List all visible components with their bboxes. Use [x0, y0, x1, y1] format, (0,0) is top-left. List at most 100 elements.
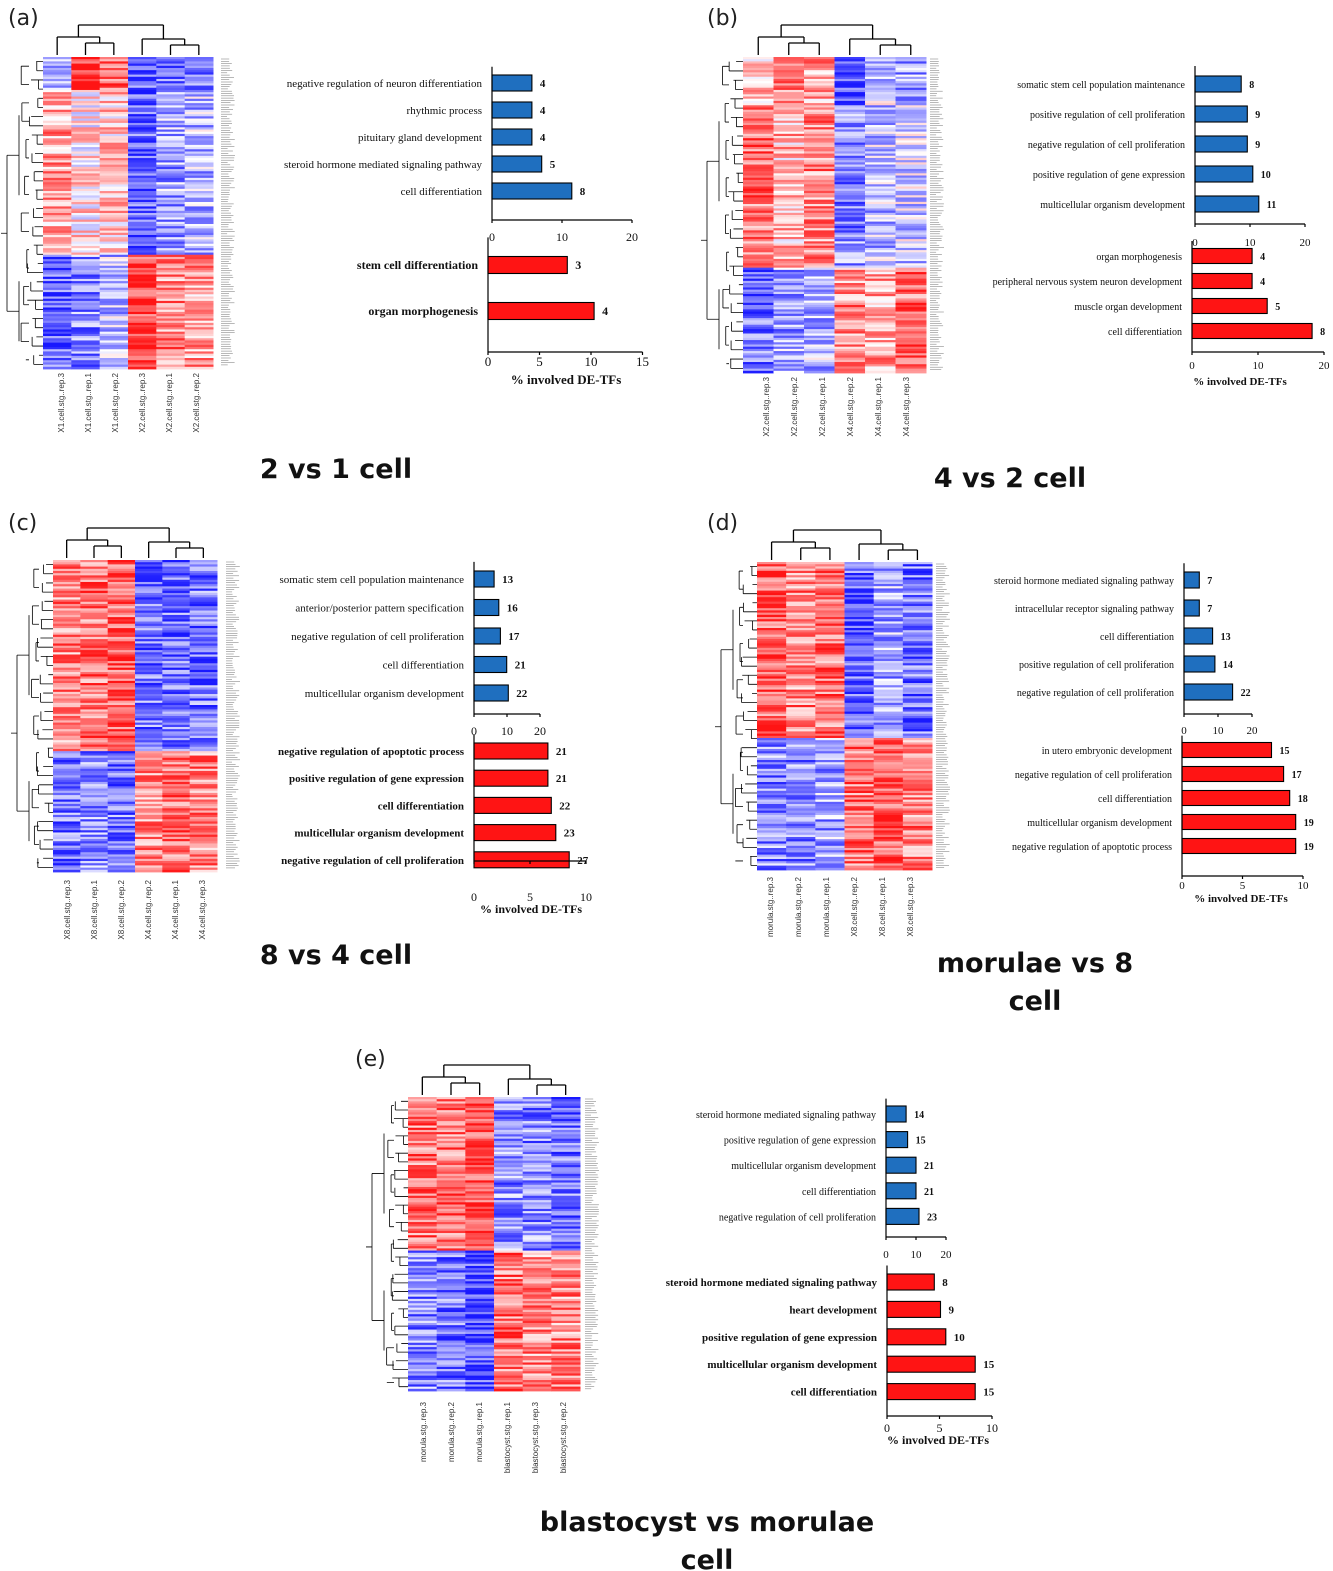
- heatmap-cell: [902, 643, 933, 646]
- heatmap-cell: [815, 815, 845, 818]
- heatmap-cell: [107, 689, 136, 693]
- heatmap-cell: [135, 744, 163, 748]
- heatmap-cell: [43, 72, 72, 75]
- heatmap-cell: [135, 678, 163, 682]
- heatmap-cell: [902, 588, 933, 591]
- heatmap-cell: [873, 845, 904, 849]
- heatmap-cell: [865, 78, 896, 82]
- heatmap-cell: [844, 678, 875, 682]
- heatmap-cell: [743, 239, 774, 242]
- red-value-label: 8: [1320, 327, 1325, 338]
- heatmap-cell: [99, 215, 129, 218]
- heatmap-cell: [834, 283, 866, 286]
- heatmap-cell: [873, 590, 904, 594]
- heatmap-cell: [71, 206, 101, 210]
- heatmap-cell: [743, 344, 774, 348]
- heatmap-cell: [804, 133, 835, 137]
- heatmap-cell: [902, 738, 933, 741]
- heatmap-cell: [135, 731, 163, 734]
- heatmap-cell: [522, 1156, 552, 1159]
- heatmap-cell: [743, 261, 774, 264]
- heatmap-cell: [804, 357, 835, 361]
- heatmap-cell: [865, 188, 896, 192]
- heatmap-cell: [757, 691, 787, 695]
- heatmap-cell: [804, 168, 835, 172]
- heatmap-cell: [551, 1110, 581, 1113]
- heatmap: [757, 562, 933, 871]
- heatmap-cell: [99, 336, 129, 339]
- heatmap-cell: [43, 180, 72, 183]
- heatmap-cell: [408, 1281, 438, 1284]
- heatmap-cell: [494, 1175, 524, 1179]
- heatmap-cell: [786, 689, 816, 693]
- heatmap-cell: [815, 753, 845, 756]
- heatmap-cell: [873, 797, 904, 800]
- heatmap-cell: [408, 1270, 438, 1273]
- heatmap-cell: [99, 303, 129, 306]
- heatmap-cell: [494, 1386, 524, 1390]
- red-category-label: cell differentiation: [1098, 794, 1172, 805]
- heatmap-cell: [522, 1189, 552, 1192]
- heatmap-cell: [162, 869, 191, 873]
- heatmap-cell: [773, 190, 805, 194]
- heatmap-column-label: X4.cell.stg..rep.2: [846, 376, 855, 436]
- heatmap-cell: [184, 136, 214, 139]
- heatmap-cell: [184, 78, 214, 82]
- heatmap-cell: [865, 146, 896, 150]
- heatmap-cell: [135, 625, 163, 629]
- heatmap-column-label: X1.cell.stg..rep.2: [111, 372, 120, 432]
- heatmap-cell: [494, 1213, 524, 1216]
- heatmap-cell: [815, 608, 845, 611]
- heatmap-cell: [80, 625, 109, 629]
- heatmap-cell: [865, 324, 896, 328]
- heatmap-cell: [773, 89, 805, 93]
- heatmap-cell: [773, 243, 805, 247]
- heatmap-cell: [128, 281, 157, 284]
- heatmap-cell: [99, 111, 129, 115]
- heatmap-cell: [844, 570, 875, 574]
- heatmap-cell: [184, 307, 214, 311]
- heatmap-cell: [834, 326, 866, 330]
- heatmap-cell: [804, 78, 835, 82]
- heatmap-cell: [757, 867, 787, 871]
- heatmap-cell: [873, 630, 904, 633]
- heatmap-cell: [128, 226, 157, 229]
- heatmap-cell: [189, 630, 218, 633]
- heatmap-cell: [895, 210, 927, 214]
- heatmap-cell: [522, 1303, 552, 1306]
- heatmap-cell: [128, 182, 157, 185]
- heatmap-cell: [895, 142, 927, 146]
- heatmap-cell: [107, 702, 136, 706]
- heatmap-cell: [465, 1360, 495, 1363]
- heatmap-cell: [815, 804, 845, 807]
- heatmap-cell: [895, 164, 927, 168]
- heatmap-cell: [465, 1175, 495, 1179]
- heatmap-cell: [865, 318, 896, 321]
- heatmap-cell: [99, 309, 129, 313]
- heatmap-cell: [844, 837, 875, 840]
- heatmap-cell: [80, 731, 109, 734]
- heatmap-cell: [43, 63, 72, 67]
- heatmap-cell: [184, 230, 214, 234]
- heatmap-cell: [43, 303, 72, 306]
- heatmap-cell: [53, 713, 81, 717]
- heatmap-cell: [902, 742, 933, 745]
- heatmap-cell: [107, 753, 136, 756]
- heatmap-cell: [815, 698, 845, 701]
- heatmap-cell: [902, 694, 933, 697]
- heatmap-cell: [189, 762, 218, 765]
- heatmap-cell: [773, 276, 805, 280]
- heatmap-cell: [804, 217, 835, 220]
- heatmap-cell: [80, 694, 109, 697]
- red-value-label: 21: [556, 746, 567, 758]
- panel-c: (c)X8.cell.stg..rep.3 X8.cell.stg..rep.1 X…: [8, 511, 592, 971]
- heatmap-cell: [743, 370, 774, 374]
- heatmap-cell: [895, 320, 927, 323]
- heatmap-cell: [895, 78, 927, 82]
- heatmap-cell: [156, 316, 186, 319]
- heatmap-cell: [107, 575, 136, 578]
- heatmap-cell: [743, 289, 774, 293]
- heatmap-cell: [107, 570, 136, 574]
- heatmap-cell: [786, 634, 816, 638]
- heatmap-cell: [757, 694, 787, 697]
